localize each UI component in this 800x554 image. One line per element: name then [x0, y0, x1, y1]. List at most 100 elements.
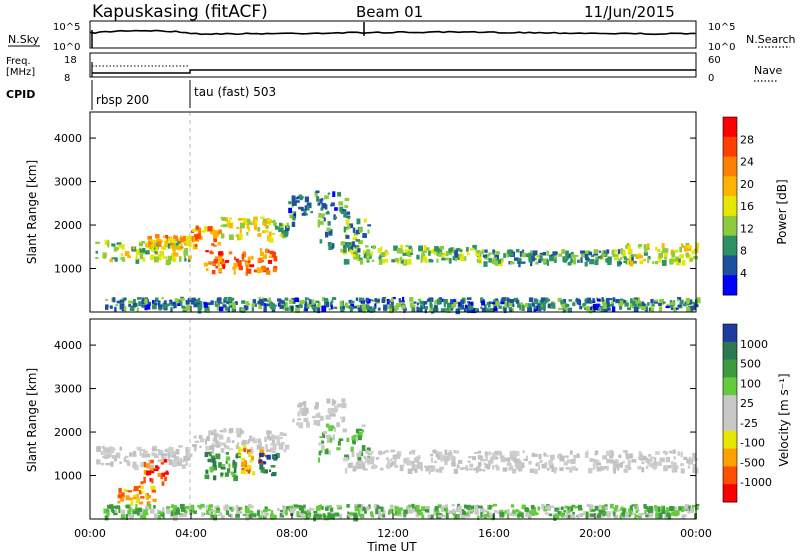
- colorbar-frame: [722, 116, 738, 296]
- echo-cell: [632, 253, 637, 257]
- echo-cell: [310, 299, 315, 305]
- echo-cell: [680, 468, 684, 472]
- echo-cell: [296, 422, 300, 426]
- echo-cell: [371, 451, 374, 454]
- echo-cell: [472, 244, 477, 250]
- echo-cell: [141, 514, 147, 519]
- echo-cell: [659, 457, 664, 462]
- echo-cell: [228, 217, 232, 220]
- echo-cell: [104, 515, 109, 521]
- echo-cell: [291, 210, 297, 214]
- echo-cell: [252, 221, 255, 226]
- echo-cell: [554, 254, 558, 257]
- echo-cell: [208, 430, 211, 437]
- echo-cell: [433, 512, 438, 516]
- echo-cell: [159, 240, 163, 243]
- echo-cell: [169, 300, 172, 305]
- echo-cell: [171, 306, 175, 310]
- echo-cell: [280, 442, 285, 445]
- echo-cell: [228, 222, 233, 229]
- echo-cell: [634, 504, 638, 510]
- echo-cell: [380, 259, 385, 264]
- echo-cell: [383, 259, 388, 263]
- echo-cell: [347, 216, 350, 220]
- echo-cell: [352, 434, 358, 438]
- echo-cell: [168, 446, 172, 451]
- echo-cell: [393, 513, 399, 516]
- echo-cell: [400, 244, 404, 247]
- echo-cell: [124, 251, 130, 257]
- echo-cell: [583, 254, 589, 258]
- echo-cell: [185, 238, 190, 244]
- echo-cell: [212, 444, 218, 448]
- echo-cell: [228, 300, 232, 306]
- echo-cell: [248, 449, 254, 454]
- echo-cell: [329, 437, 333, 443]
- echo-cell: [139, 253, 144, 260]
- echo-cell: [265, 455, 268, 458]
- echo-cell: [685, 252, 689, 257]
- echo-cell: [633, 306, 639, 313]
- echo-cell: [522, 307, 525, 311]
- echo-cell: [399, 465, 404, 472]
- echo-cell: [240, 430, 244, 435]
- echo-cell: [345, 235, 350, 239]
- echo-cell: [162, 304, 167, 309]
- echo-cell: [509, 299, 514, 304]
- echo-cell: [614, 459, 619, 464]
- echo-cell: [240, 308, 246, 311]
- echo-cell: [136, 307, 139, 312]
- echo-cell: [318, 450, 322, 456]
- colorbar-tick-label: 500: [740, 358, 761, 371]
- echo-cell: [625, 512, 630, 515]
- echo-cell: [148, 243, 151, 248]
- echo-cell: [378, 256, 382, 260]
- echo-cell: [263, 229, 269, 233]
- echo-cell: [315, 300, 320, 303]
- echo-cell: [618, 454, 622, 459]
- echo-cell: [142, 257, 146, 262]
- echo-cell: [296, 511, 300, 517]
- echo-cell: [370, 465, 376, 470]
- echo-cell: [212, 230, 217, 235]
- echo-cell: [158, 254, 162, 261]
- power-echo-layer: [95, 190, 701, 315]
- echo-cell: [355, 254, 360, 260]
- echo-cell: [503, 308, 507, 313]
- echo-cell: [687, 465, 690, 469]
- echo-cell: [356, 218, 361, 225]
- echo-cell: [566, 459, 572, 464]
- echo-cell: [151, 452, 155, 457]
- echo-cell: [416, 302, 419, 306]
- echo-cell: [427, 298, 431, 302]
- echo-cell: [341, 300, 344, 306]
- colorbar-swatch: [723, 117, 737, 138]
- echo-cell: [671, 461, 676, 467]
- echo-cell: [589, 260, 594, 264]
- echo-cell: [129, 452, 133, 457]
- echo-cell: [367, 453, 372, 456]
- echo-cell: [323, 515, 329, 521]
- echo-cell: [468, 456, 472, 459]
- echo-cell: [273, 514, 277, 519]
- echo-cell: [594, 459, 600, 464]
- echo-cell: [325, 301, 329, 308]
- echo-cell: [127, 510, 131, 515]
- echo-cell: [98, 461, 101, 465]
- echo-cell: [643, 456, 647, 461]
- echo-cell: [347, 225, 351, 229]
- echo-cell: [251, 303, 256, 307]
- echo-cell: [370, 511, 374, 516]
- velocity-ylabel: Slant Range [km]: [25, 368, 39, 472]
- echo-cell: [272, 268, 277, 273]
- echo-cell: [600, 466, 605, 471]
- echo-cell: [297, 418, 302, 421]
- echo-cell: [497, 450, 502, 456]
- echo-cell: [677, 304, 681, 307]
- echo-cell: [258, 296, 261, 300]
- echo-cell: [121, 244, 125, 250]
- echo-cell: [645, 513, 649, 517]
- echo-cell: [390, 462, 393, 467]
